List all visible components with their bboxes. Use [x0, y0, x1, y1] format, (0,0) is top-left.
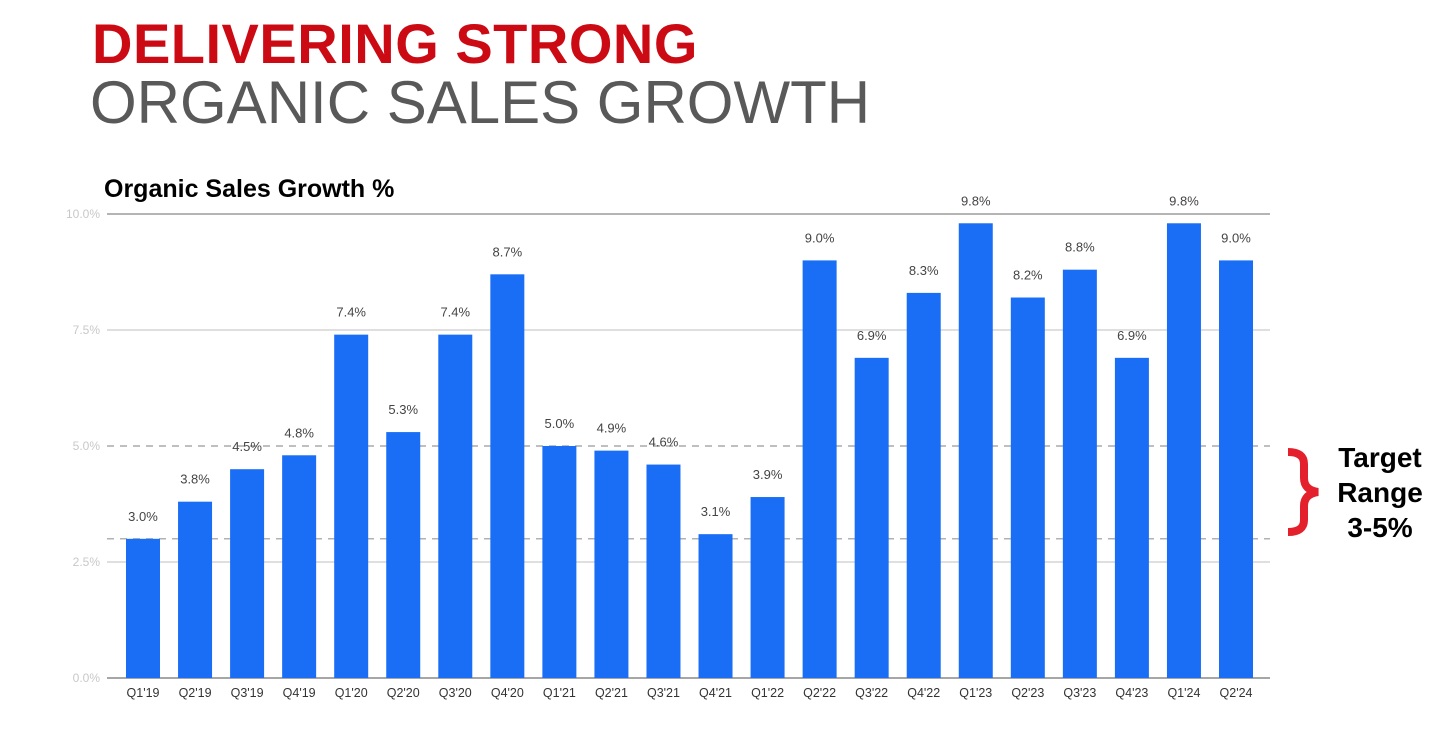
bar — [542, 446, 577, 678]
x-tick-label: Q2'24 — [1220, 686, 1253, 700]
x-tick-label: Q2'21 — [595, 686, 628, 700]
x-tick-label: Q3'22 — [855, 686, 888, 700]
bar — [334, 334, 369, 678]
bar — [802, 260, 837, 678]
bar — [958, 223, 993, 678]
y-tick-label: 10.0% — [66, 207, 100, 221]
x-tick-label: Q4'21 — [699, 686, 732, 700]
target-line3: 3-5% — [1347, 512, 1413, 543]
data-label: 3.8% — [180, 472, 210, 487]
target-line2: Range — [1337, 477, 1423, 508]
x-tick-label: Q4'20 — [491, 686, 524, 700]
slide-title-line2: ORGANIC SALES GROWTH — [90, 69, 871, 136]
bar — [282, 455, 317, 678]
bar — [386, 432, 421, 678]
bar — [594, 450, 629, 678]
bar — [750, 497, 785, 678]
bar — [126, 538, 160, 678]
x-tick-label: Q3'23 — [1063, 686, 1096, 700]
data-label: 7.4% — [336, 305, 366, 320]
data-label: 8.3% — [909, 263, 939, 278]
x-tick-label: Q1'24 — [1167, 686, 1200, 700]
x-tick-label: Q2'23 — [1011, 686, 1044, 700]
x-tick-label: Q3'20 — [439, 686, 472, 700]
x-tick-label: Q1'21 — [543, 686, 576, 700]
data-label: 5.3% — [388, 402, 418, 417]
x-tick-label: Q2'19 — [179, 686, 212, 700]
bar — [854, 357, 889, 678]
bar — [1062, 269, 1097, 678]
bar — [698, 534, 733, 678]
x-tick-label: Q1'20 — [335, 686, 368, 700]
data-label: 3.1% — [701, 504, 731, 519]
bar — [490, 274, 525, 678]
y-tick-label: 2.5% — [73, 555, 101, 569]
target-line1: Target — [1338, 442, 1422, 473]
bar — [906, 292, 941, 678]
data-label: 8.8% — [1065, 240, 1095, 255]
bar — [1219, 260, 1253, 678]
data-label: 6.9% — [857, 328, 887, 343]
data-label: 7.4% — [440, 305, 470, 320]
chart-title: Organic Sales Growth % — [104, 175, 395, 203]
data-label: 5.0% — [545, 416, 575, 431]
bar — [230, 469, 265, 678]
y-tick-label: 7.5% — [73, 323, 101, 337]
bar — [1114, 357, 1149, 678]
x-tick-label: Q2'22 — [803, 686, 836, 700]
bar — [646, 464, 681, 678]
data-label: 3.0% — [128, 509, 158, 524]
data-label: 9.8% — [961, 193, 991, 208]
target-brace — [1287, 448, 1319, 536]
bar — [438, 334, 473, 678]
x-tick-label: Q3'21 — [647, 686, 680, 700]
x-tick-label: Q1'22 — [751, 686, 784, 700]
data-label: 8.2% — [1013, 268, 1043, 283]
y-tick-label: 5.0% — [73, 439, 101, 453]
data-label: 4.5% — [232, 439, 262, 454]
bar — [178, 501, 213, 678]
data-label: 3.9% — [753, 467, 783, 482]
data-label: 9.0% — [805, 230, 835, 245]
x-tick-label: Q4'19 — [283, 686, 316, 700]
data-label: 4.9% — [597, 421, 627, 436]
slide-title-line1: DELIVERING STRONG — [92, 12, 698, 75]
x-tick-label: Q4'23 — [1115, 686, 1148, 700]
data-label: 8.7% — [493, 244, 523, 259]
y-tick-label: 0.0% — [73, 671, 101, 685]
x-tick-label: Q3'19 — [231, 686, 264, 700]
x-tick-label: Q4'22 — [907, 686, 940, 700]
target-range-annotation: Target Range 3-5% — [1325, 440, 1435, 545]
bar — [1010, 297, 1045, 678]
data-label: 9.0% — [1221, 230, 1251, 245]
data-label: 6.9% — [1117, 328, 1147, 343]
x-tick-label: Q1'23 — [959, 686, 992, 700]
data-label: 4.6% — [649, 435, 679, 450]
bar — [1166, 223, 1201, 678]
x-tick-label: Q2'20 — [387, 686, 420, 700]
data-label: 4.8% — [284, 425, 314, 440]
x-tick-label: Q1'19 — [127, 686, 160, 700]
data-label: 9.8% — [1169, 193, 1199, 208]
